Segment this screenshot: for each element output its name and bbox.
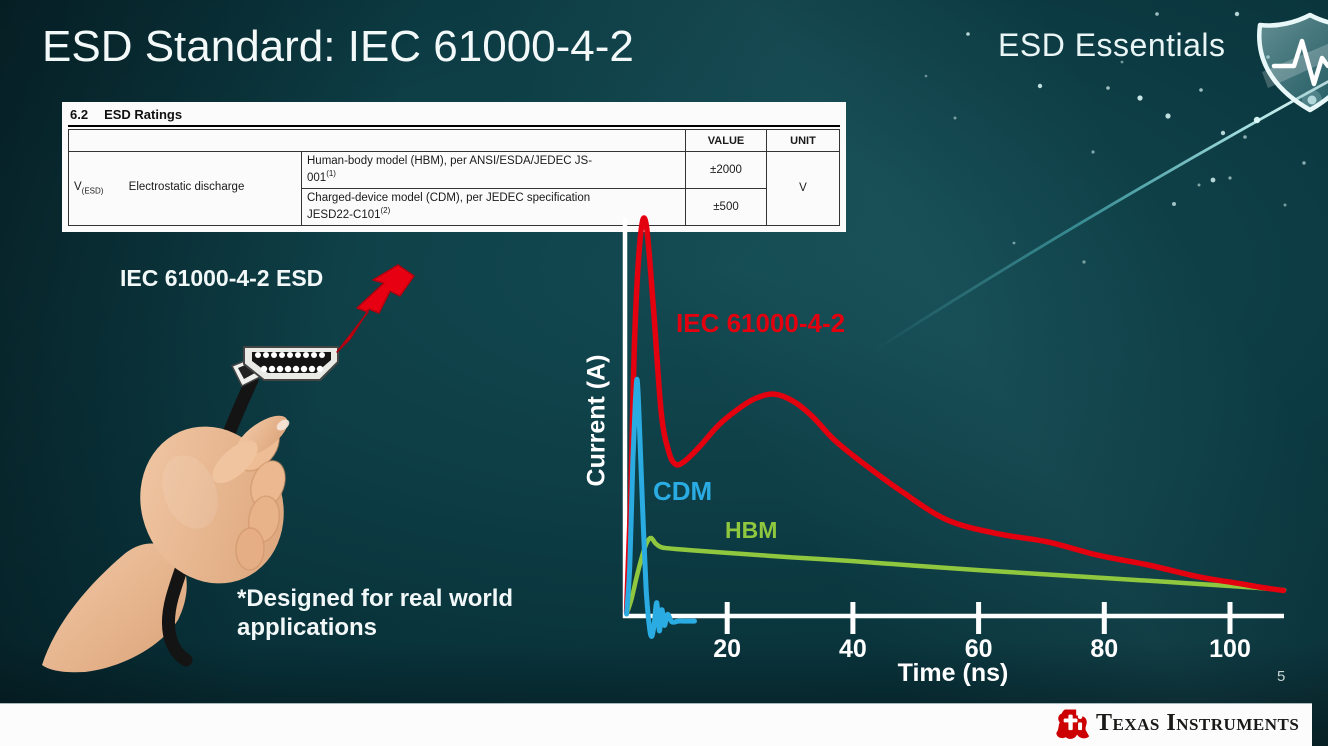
footnote-ref: (2) bbox=[380, 205, 391, 215]
curve-iec-61000-4-2 bbox=[623, 215, 1287, 615]
table-caption: 6.2 ESD Ratings bbox=[68, 106, 840, 127]
header-empty-cell bbox=[68, 129, 686, 152]
hbm-description-cell: Human-body model (HBM), per ANSI/ESDA/JE… bbox=[301, 151, 686, 189]
curve-cdm bbox=[624, 376, 697, 639]
header-value: VALUE bbox=[685, 129, 767, 152]
footer-bar bbox=[0, 703, 1312, 746]
x-tick-label: 20 bbox=[713, 635, 741, 663]
series-label-hbm: HBM bbox=[725, 517, 778, 543]
footnote: *Designed for real world applications bbox=[237, 584, 513, 643]
series-label-iec: IEC 61000-4-2 bbox=[676, 308, 846, 338]
vesd-subscript: (ESD) bbox=[81, 186, 104, 196]
row-label: Electrostatic discharge bbox=[128, 181, 245, 194]
x-tick-label: 40 bbox=[839, 635, 867, 663]
footer-brand-name: Texas Instruments bbox=[1096, 710, 1300, 736]
footnote-line1: *Designed for real world bbox=[237, 585, 514, 612]
unit-cell: V bbox=[766, 151, 840, 226]
illustration-label: IEC 61000-4-2 ESD bbox=[120, 265, 324, 291]
series-label-cdm: CDM bbox=[653, 476, 713, 506]
thumb-graphic bbox=[212, 440, 258, 484]
program-badge-label: ESD Essentials bbox=[998, 27, 1226, 63]
cdm-description-cell: Charged-device model (CDM), per JEDEC sp… bbox=[301, 187, 686, 226]
x-tick-label: 100 bbox=[1209, 635, 1251, 663]
page-title: ESD Standard: IEC 61000-4-2 bbox=[42, 22, 634, 71]
x-axis-label: Time (ns) bbox=[897, 659, 1009, 687]
footnote-ref: (1) bbox=[326, 168, 336, 178]
hand-graphic bbox=[140, 424, 286, 584]
curve-hbm bbox=[624, 535, 1287, 617]
page-number: 5 bbox=[1277, 668, 1286, 685]
cdm-value-cell: ±500 bbox=[685, 187, 767, 226]
forearm-graphic bbox=[42, 543, 187, 673]
table-section-title: ESD Ratings bbox=[104, 107, 183, 122]
hbm-value-cell: ±2000 bbox=[685, 151, 767, 189]
header-unit: UNIT bbox=[766, 129, 840, 152]
table-row: V(ESD) Electrostatic discharge Human-bod… bbox=[68, 151, 840, 226]
lightning-bolt-icon bbox=[336, 264, 415, 353]
ti-texas-logo-icon bbox=[1056, 709, 1090, 739]
vesd-symbol: V bbox=[74, 181, 82, 194]
esd-ratings-table: VALUE UNIT V(ESD) Electrostatic discharg… bbox=[68, 129, 840, 226]
hdmi-connector-graphic bbox=[230, 346, 339, 388]
table-header-row: VALUE UNIT bbox=[68, 129, 840, 152]
connector-pins bbox=[255, 352, 325, 373]
footnote-line2: applications bbox=[237, 614, 378, 642]
shield-pulse-icon bbox=[1257, 12, 1328, 113]
esd-ratings-table-panel: 6.2 ESD Ratings VALUE UNIT V(ESD) Electr… bbox=[62, 102, 846, 232]
symbol-cell: V(ESD) Electrostatic discharge bbox=[68, 151, 302, 226]
fingernail-graphic bbox=[276, 419, 290, 431]
y-axis-label: Current (A) bbox=[582, 354, 611, 487]
table-section-number: 6.2 bbox=[70, 107, 89, 122]
index-finger-graphic bbox=[236, 415, 288, 457]
x-tick-label: 80 bbox=[1090, 635, 1118, 663]
table-row: Charged-device model (CDM), per JEDEC sp… bbox=[69, 187, 840, 226]
